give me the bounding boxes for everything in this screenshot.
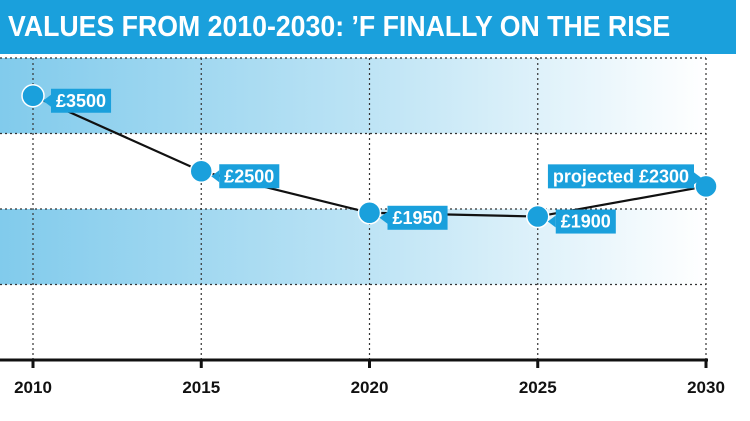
data-label: £3500: [43, 88, 112, 113]
data-label-pointer: [694, 172, 702, 185]
data-label-text: projected £2300: [553, 166, 689, 186]
data-point: [189, 159, 213, 183]
data-label: £1950: [379, 205, 448, 230]
chart-points: [21, 84, 718, 229]
data-label-pointer: [379, 211, 388, 224]
x-tick-label: 2010: [14, 378, 52, 397]
data-label: £2500: [211, 164, 280, 189]
chart-title-bar: VALUES FROM 2010-2030: ’F FINALLY ON THE…: [0, 0, 736, 54]
data-label-text: £1950: [393, 208, 443, 228]
data-label-box: [51, 88, 112, 113]
data-label: projected £2300: [547, 164, 702, 189]
data-point: [21, 84, 45, 108]
x-tick-label: 2025: [519, 378, 557, 397]
x-tick-label: 2015: [182, 378, 220, 397]
data-label-box: [219, 164, 280, 189]
data-label-text: £2500: [224, 166, 274, 186]
x-tick-label: 2020: [351, 378, 389, 397]
x-tick-label: 2030: [687, 378, 725, 397]
data-label-box: [547, 164, 694, 189]
data-label-box: [555, 209, 616, 234]
data-label: £1900: [547, 209, 616, 234]
chart-data-labels: £3500 £2500 £1950 £1900 projected £2300: [43, 88, 702, 234]
data-point: [694, 174, 718, 199]
data-point: [526, 204, 550, 229]
data-label-pointer: [211, 170, 220, 183]
chart-band: [0, 58, 706, 134]
chart-title: VALUES FROM 2010-2030: ’F FINALLY ON THE…: [8, 10, 671, 43]
data-label-pointer: [547, 215, 556, 228]
chart-axis: [0, 358, 708, 368]
data-point: [357, 201, 382, 225]
data-label-box: [387, 205, 448, 230]
data-label-pointer: [43, 94, 51, 107]
data-label-text: £1900: [561, 212, 611, 232]
chart-x-ticks: 2010 2015 2020 2025 2030: [14, 378, 725, 397]
data-label-text: £3500: [56, 91, 106, 111]
